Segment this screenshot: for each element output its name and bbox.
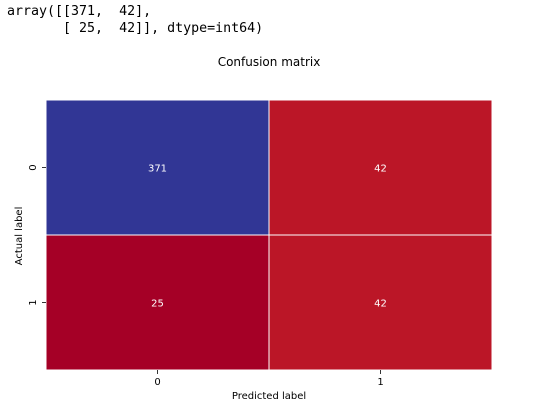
- heatmap-value-labels: 371 42 25 42: [148, 164, 387, 310]
- x-tick-label-1: 1: [377, 377, 383, 388]
- axis-ticks: 0 1 0 1: [28, 164, 384, 388]
- heatmap-cell-r0-c1: [268, 99, 493, 236]
- x-axis-label: Predicted label: [232, 391, 306, 402]
- y-axis-label: Actual label: [14, 207, 25, 266]
- y-tick-label-1: 1: [28, 299, 39, 305]
- heatmap-cell-r1-c1: [268, 234, 493, 371]
- cell-value-label-r1-c1: 42: [374, 299, 387, 310]
- cell-value-label-r0-c0: 371: [148, 164, 167, 175]
- cell-value-label-r0-c1: 42: [374, 164, 387, 175]
- x-tick-label-0: 0: [154, 377, 160, 388]
- chart-title: Confusion matrix: [218, 55, 321, 69]
- heatmap-cell-r1-c0: [45, 234, 270, 371]
- heatmap-cell-r0-c0: [45, 99, 270, 236]
- y-tick-label-0: 0: [28, 164, 39, 170]
- output-line-2: [ 25, 42]], dtype=int64): [7, 21, 264, 36]
- cell-value-label-r1-c0: 25: [151, 299, 164, 310]
- heatmap-cells: [45, 99, 493, 371]
- cell-output-text: array([[371, 42], [ 25, 42]], dtype=int6…: [7, 3, 263, 37]
- output-line-1: array([[371, 42],: [7, 4, 152, 19]
